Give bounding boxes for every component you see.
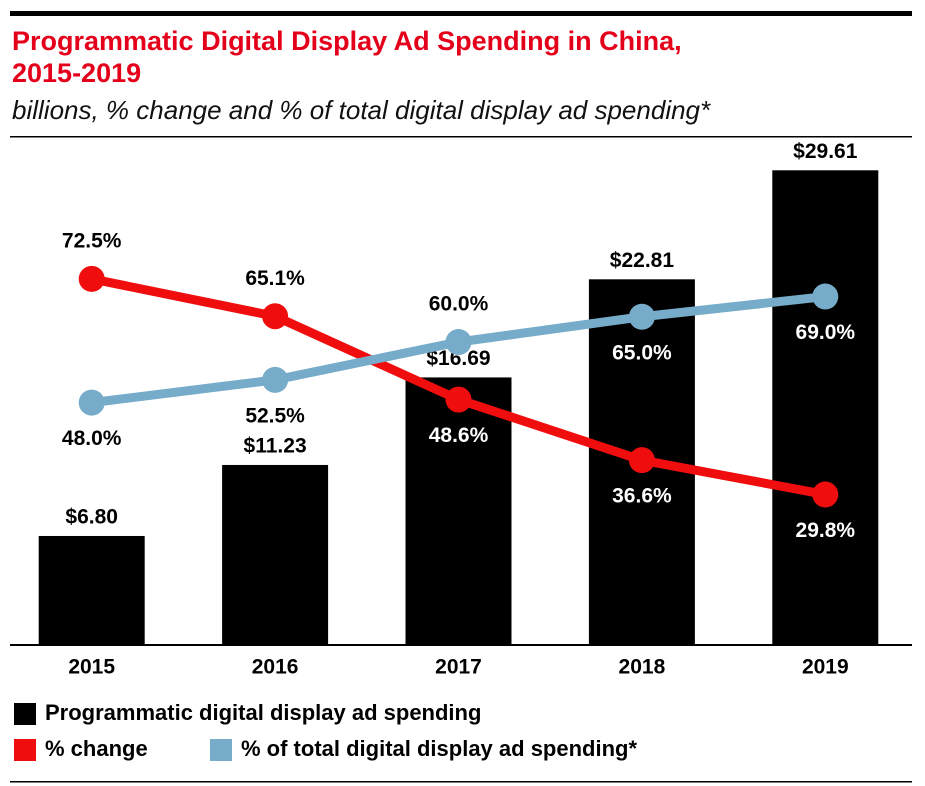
- line-marker: [812, 283, 839, 310]
- bar: [405, 377, 512, 645]
- line-value-label: 29.8%: [796, 519, 856, 542]
- line-value-label: 48.6%: [429, 424, 489, 447]
- line-value-label: 65.0%: [612, 341, 672, 364]
- line-marker: [628, 447, 655, 474]
- bar-value-label: $16.69: [426, 347, 490, 370]
- line-marker: [262, 303, 289, 330]
- bottom-rule: [10, 781, 912, 783]
- legend-swatch: [14, 703, 36, 725]
- line-marker: [78, 265, 105, 292]
- bar-value-label: $22.81: [610, 249, 675, 272]
- bar: [222, 464, 329, 645]
- line-value-label: 52.5%: [245, 404, 305, 427]
- line-marker: [812, 481, 839, 508]
- line-value-label: 36.6%: [612, 485, 672, 508]
- line-value-label: 72.5%: [62, 229, 122, 252]
- x-tick-label: 2018: [619, 656, 666, 679]
- legend-label: Programmatic digital display ad spending: [45, 700, 481, 725]
- line-marker: [628, 303, 655, 330]
- x-tick-label: 2017: [435, 656, 482, 679]
- legend-swatch: [14, 739, 36, 761]
- legend-label: % change: [45, 736, 148, 761]
- chart-subtitle: billions, % change and % of total digita…: [12, 95, 711, 125]
- line-value-label: 69.0%: [796, 321, 856, 344]
- legend-swatch: [210, 739, 232, 761]
- line-marker: [262, 366, 289, 393]
- x-tick-label: 2019: [802, 656, 849, 679]
- rule: [10, 136, 912, 138]
- x-tick-label: 2015: [68, 656, 115, 679]
- x-tick-label: 2016: [252, 656, 299, 679]
- line-value-label: 65.1%: [245, 267, 305, 290]
- line-marker: [78, 389, 105, 416]
- bar: [38, 535, 145, 645]
- line-value-label: 60.0%: [429, 293, 489, 316]
- bar-value-label: $29.61: [793, 140, 858, 163]
- legend-label: % of total digital display ad spending*: [241, 736, 637, 761]
- chart-title: Programmatic Digital Display Ad Spending…: [12, 26, 682, 56]
- line-value-label: 48.0%: [62, 427, 122, 450]
- line-marker: [445, 329, 472, 355]
- top-rule: [10, 11, 912, 16]
- line-marker: [445, 386, 472, 413]
- bar: [772, 170, 879, 646]
- bar-value-label: $6.80: [65, 506, 118, 529]
- chart-title: 2015-2019: [12, 58, 141, 88]
- bar-value-label: $11.23: [244, 435, 307, 458]
